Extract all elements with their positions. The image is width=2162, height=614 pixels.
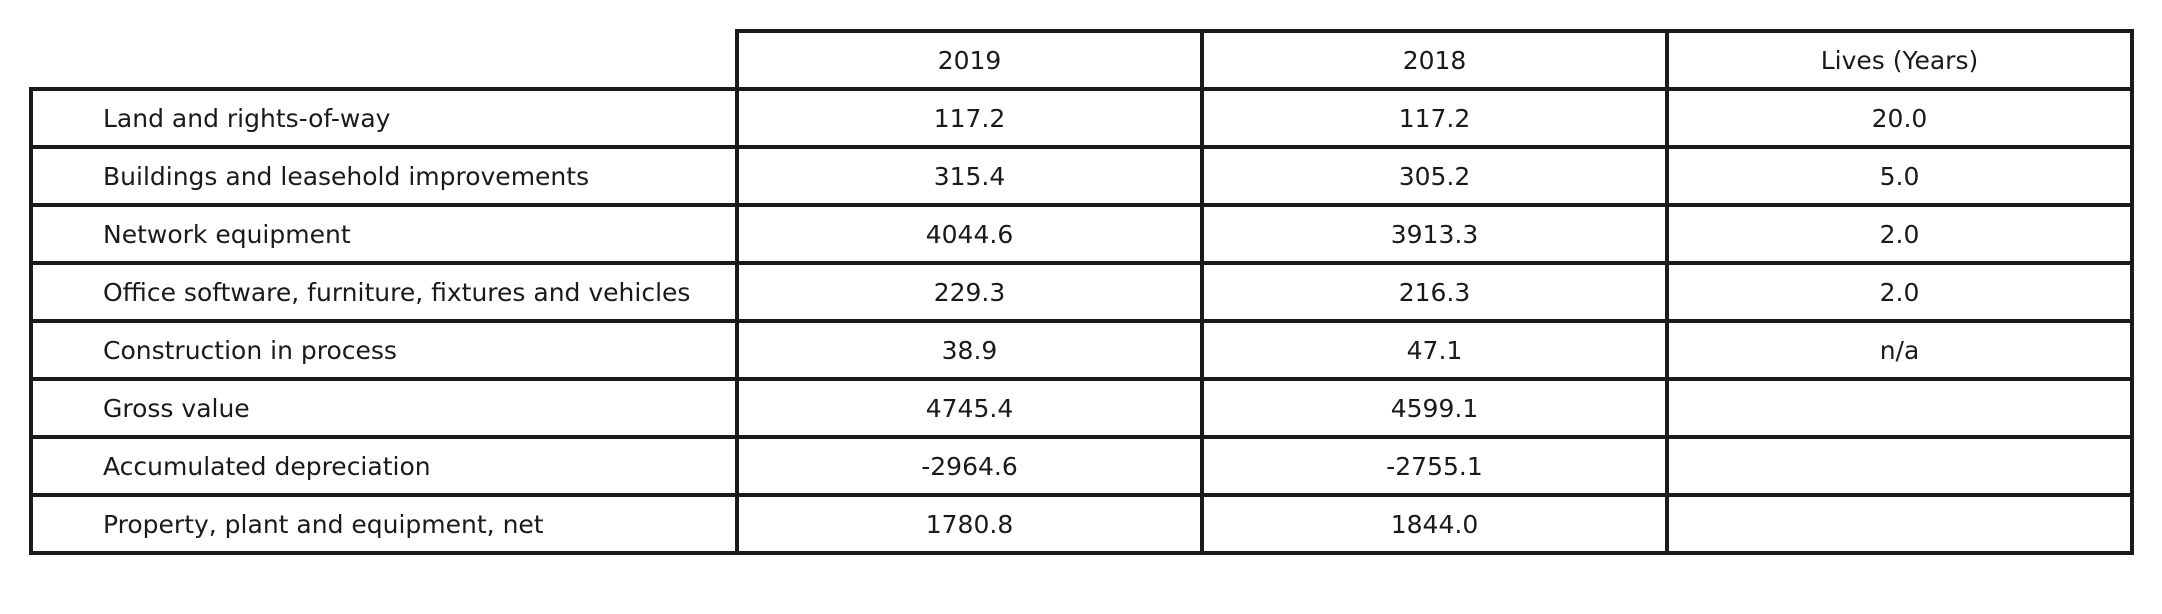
- row-label: Network equipment: [29, 203, 739, 265]
- row-label: Land and rights-of-way: [29, 87, 739, 149]
- cell-2019: 229.3: [735, 261, 1204, 323]
- header-2019: 2019: [735, 29, 1204, 91]
- table-row: Buildings and leasehold improvements 315…: [29, 145, 2134, 207]
- table-row: Construction in process 38.9 47.1 n/a: [29, 319, 2134, 381]
- row-label: Gross value: [29, 377, 739, 439]
- table-row: Network equipment 4044.6 3913.3 2.0: [29, 203, 2134, 265]
- table-row: Land and rights-of-way 117.2 117.2 20.0: [29, 87, 2134, 149]
- row-label: Buildings and leasehold improvements: [29, 145, 739, 207]
- cell-lives: [1665, 377, 2134, 439]
- cell-2018: 47.1: [1200, 319, 1669, 381]
- row-label: Accumulated depreciation: [29, 435, 739, 497]
- cell-lives: 5.0: [1665, 145, 2134, 207]
- cell-2018: -2755.1: [1200, 435, 1669, 497]
- cell-2018: 4599.1: [1200, 377, 1669, 439]
- header-lives-years: Lives (Years): [1665, 29, 2134, 91]
- cell-lives: n/a: [1665, 319, 2134, 381]
- row-label: Construction in process: [29, 319, 739, 381]
- cell-2019: 315.4: [735, 145, 1204, 207]
- ppe-table-container: 2019 2018 Lives (Years) Land and rights-…: [29, 29, 2134, 555]
- cell-2019: 38.9: [735, 319, 1204, 381]
- cell-2018: 117.2: [1200, 87, 1669, 149]
- row-label: Property, plant and equipment, net: [29, 493, 739, 555]
- cell-2018: 3913.3: [1200, 203, 1669, 265]
- cell-lives: 20.0: [1665, 87, 2134, 149]
- ppe-table: 2019 2018 Lives (Years) Land and rights-…: [29, 29, 2134, 555]
- cell-2019: -2964.6: [735, 435, 1204, 497]
- table-row: Gross value 4745.4 4599.1: [29, 377, 2134, 439]
- header-row: 2019 2018 Lives (Years): [31, 29, 2134, 91]
- cell-2018: 305.2: [1200, 145, 1669, 207]
- cell-lives: [1665, 493, 2134, 555]
- cell-2019: 4745.4: [735, 377, 1204, 439]
- cell-2019: 1780.8: [735, 493, 1204, 555]
- table-row: Office software, furniture, fixtures and…: [29, 261, 2134, 323]
- cell-2019: 4044.6: [735, 203, 1204, 265]
- cell-2018: 216.3: [1200, 261, 1669, 323]
- row-label: Office software, furniture, fixtures and…: [29, 261, 739, 323]
- header-2018: 2018: [1200, 29, 1669, 91]
- cell-2019: 117.2: [735, 87, 1204, 149]
- table-row: Accumulated depreciation -2964.6 -2755.1: [29, 435, 2134, 497]
- cell-lives: [1665, 435, 2134, 497]
- cell-lives: 2.0: [1665, 261, 2134, 323]
- cell-lives: 2.0: [1665, 203, 2134, 265]
- cell-2018: 1844.0: [1200, 493, 1669, 555]
- header-corner-cell: [31, 31, 739, 91]
- table-row: Property, plant and equipment, net 1780.…: [29, 493, 2134, 555]
